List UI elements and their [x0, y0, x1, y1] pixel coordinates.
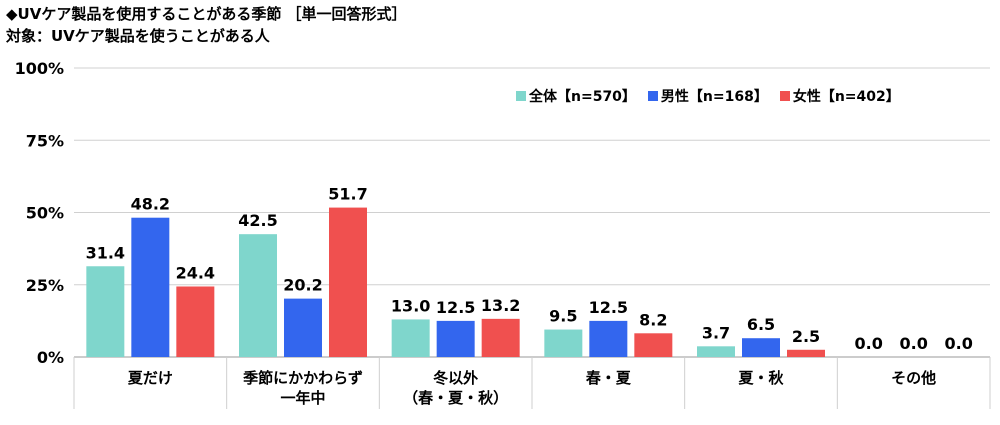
x-tick-label: 夏・秋 [737, 369, 784, 387]
bar [239, 234, 277, 357]
y-tick-label: 100% [15, 59, 64, 78]
x-tick-label: 一年中 [280, 389, 325, 407]
data-label: 51.7 [328, 185, 367, 204]
data-label: 9.5 [549, 307, 577, 326]
bar [481, 318, 520, 357]
bar [742, 338, 780, 357]
legend-swatch-male [647, 91, 658, 101]
legend-label-male: 男性【n=168】 [660, 89, 768, 105]
data-label: 6.5 [747, 315, 775, 334]
x-tick-label: 春・夏 [586, 369, 632, 387]
legend: 全体【n=570】 男性【n=168】 女性【n=402】 [516, 86, 900, 106]
data-label: 42.5 [238, 211, 277, 230]
bar [176, 286, 215, 357]
chart-title: ◆UVケア製品を使用することがある季節 ［単一回答形式］ [6, 5, 407, 23]
data-label: 31.4 [86, 243, 125, 262]
y-tick-label: 0% [37, 348, 64, 367]
bar [589, 320, 628, 357]
y-tick-label: 50% [26, 204, 64, 223]
bar [436, 320, 475, 357]
bar [787, 349, 825, 357]
data-label: 2.5 [792, 327, 820, 346]
x-tick-label: 夏だけ [127, 369, 173, 387]
data-label: 0.0 [899, 334, 927, 353]
y-tick-label: 25% [26, 276, 64, 295]
legend-item-all: 全体【n=570】 [516, 86, 636, 106]
bar [697, 346, 735, 357]
data-label: 0.0 [854, 334, 882, 353]
legend-label-female: 女性【n=402】 [792, 89, 900, 105]
legend-label-all: 全体【n=570】 [529, 89, 636, 105]
x-tick-label: 季節にかかわらず [243, 369, 363, 387]
y-tick-label: 75% [26, 131, 64, 150]
x-tick-label: その他 [891, 369, 936, 387]
data-label: 0.0 [944, 334, 972, 353]
x-tick-label: 冬以外 [433, 369, 478, 387]
legend-item-female: 女性【n=402】 [779, 86, 900, 106]
data-label: 24.4 [176, 263, 215, 282]
data-label: 3.7 [702, 323, 730, 342]
data-label: 13.2 [481, 296, 520, 315]
chart-subtitle: 対象：UVケア製品を使うことがある人 [6, 27, 270, 45]
data-label: 8.2 [639, 310, 667, 329]
data-label: 48.2 [131, 195, 170, 214]
bar [86, 266, 125, 357]
data-label: 12.5 [436, 298, 475, 317]
data-label: 13.0 [391, 296, 430, 315]
bar [329, 207, 367, 357]
legend-swatch-female [779, 91, 790, 101]
bar [131, 217, 170, 357]
x-tick-label: （春・夏・秋） [403, 389, 508, 407]
legend-item-male: 男性【n=168】 [647, 86, 768, 106]
bar [634, 333, 673, 357]
legend-swatch-all [516, 91, 526, 101]
bar [544, 329, 583, 357]
data-label: 20.2 [283, 276, 322, 295]
bar [391, 319, 430, 357]
data-label: 12.5 [589, 298, 628, 317]
bar [284, 298, 322, 357]
